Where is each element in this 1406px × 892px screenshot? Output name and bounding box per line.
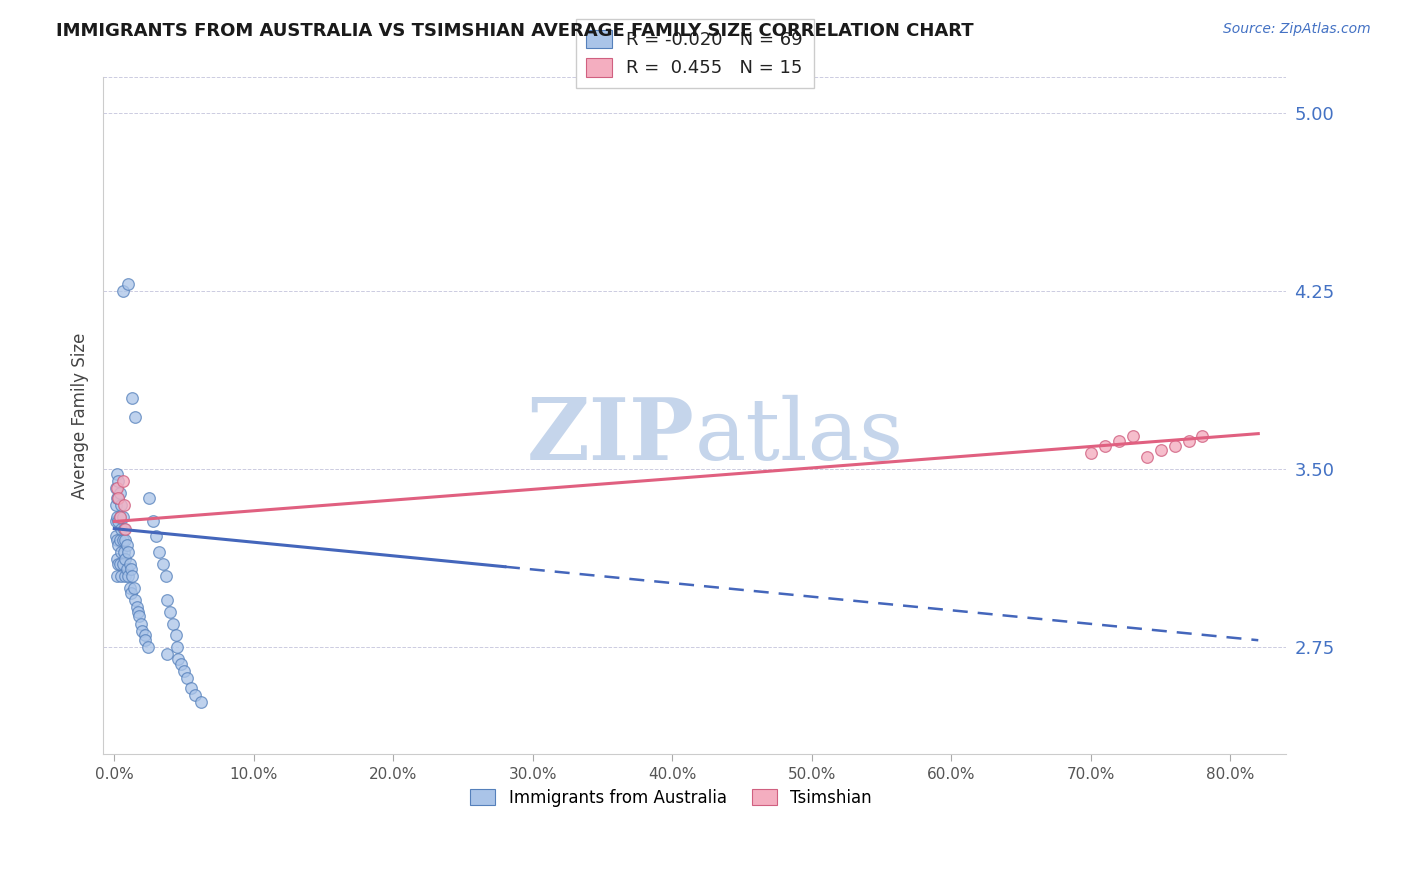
Point (108, 533, 131, 548)
Point (108, 509, 131, 524)
Point (117, 277, 139, 291)
Point (120, 586, 142, 600)
Point (107, 491, 129, 505)
Point (125, 599, 148, 614)
Point (118, 581, 141, 595)
Point (110, 522, 132, 536)
Point (110, 569, 132, 583)
Legend: Immigrants from Australia, Tsimshian: Immigrants from Australia, Tsimshian (464, 782, 879, 814)
Point (120, 562, 142, 576)
Point (128, 609, 150, 624)
Point (124, 592, 146, 607)
Point (134, 633, 156, 648)
Point (107, 491, 129, 505)
Point (105, 552, 128, 566)
Point (1191, 429, 1213, 443)
Point (1080, 445, 1102, 459)
Point (180, 681, 202, 695)
Point (114, 552, 136, 566)
Text: Source: ZipAtlas.com: Source: ZipAtlas.com (1223, 22, 1371, 37)
Point (190, 695, 212, 709)
Point (107, 558, 129, 572)
Point (104, 529, 127, 543)
Point (112, 522, 135, 536)
Point (108, 558, 131, 572)
Point (105, 509, 128, 524)
Point (165, 628, 187, 642)
Point (121, 569, 143, 583)
Point (112, 545, 135, 559)
Point (111, 284, 134, 298)
Point (134, 628, 156, 642)
Point (107, 538, 129, 552)
Point (1149, 443, 1171, 458)
Point (104, 515, 127, 529)
Point (184, 688, 207, 702)
Point (115, 562, 138, 576)
Point (122, 581, 145, 595)
Text: IMMIGRANTS FROM AUSTRALIA VS TSIMSHIAN AVERAGE FAMILY SIZE CORRELATION CHART: IMMIGRANTS FROM AUSTRALIA VS TSIMSHIAN A… (56, 22, 974, 40)
Point (111, 509, 134, 524)
Point (111, 474, 134, 488)
Text: atlas: atlas (695, 394, 904, 478)
Point (152, 558, 174, 572)
Text: ZIP: ZIP (527, 394, 695, 478)
Point (117, 569, 139, 583)
Point (108, 486, 131, 500)
Point (107, 474, 129, 488)
Point (124, 410, 146, 425)
Point (145, 529, 167, 543)
Point (114, 522, 136, 536)
Point (114, 533, 136, 548)
Point (110, 498, 132, 512)
Point (129, 616, 152, 631)
Point (115, 538, 138, 552)
Point (104, 498, 127, 512)
Point (162, 616, 184, 631)
Point (107, 515, 129, 529)
Point (138, 491, 160, 505)
Point (105, 467, 128, 481)
Point (167, 652, 190, 666)
Point (114, 569, 136, 583)
Point (166, 640, 188, 655)
Point (159, 605, 181, 619)
Point (148, 545, 170, 559)
Point (104, 481, 127, 495)
Point (111, 558, 134, 572)
Point (105, 533, 128, 548)
Point (136, 640, 159, 655)
Point (108, 509, 131, 524)
Point (170, 657, 193, 671)
Point (110, 545, 132, 559)
Point (127, 605, 149, 619)
Point (156, 592, 179, 607)
Point (1177, 434, 1199, 448)
Point (118, 558, 141, 572)
Point (142, 515, 165, 529)
Point (173, 664, 195, 678)
Point (155, 569, 177, 583)
Point (111, 533, 134, 548)
Point (112, 498, 135, 512)
Point (156, 648, 179, 662)
Point (105, 569, 128, 583)
Point (121, 391, 143, 405)
Point (1163, 438, 1185, 452)
Point (1136, 450, 1159, 465)
Point (105, 481, 128, 495)
Point (1094, 438, 1116, 452)
Point (1122, 429, 1144, 443)
Y-axis label: Average Family Size: Average Family Size (72, 333, 89, 499)
Point (117, 545, 139, 559)
Point (1108, 434, 1130, 448)
Point (176, 671, 198, 685)
Point (105, 491, 128, 505)
Point (131, 624, 153, 638)
